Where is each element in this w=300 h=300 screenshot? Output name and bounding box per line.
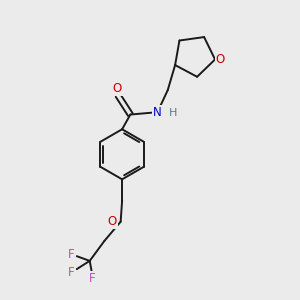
Text: O: O	[216, 53, 225, 66]
Text: O: O	[113, 82, 122, 95]
Text: F: F	[68, 266, 75, 279]
Text: O: O	[108, 215, 117, 228]
Text: N: N	[153, 106, 162, 119]
Text: F: F	[68, 248, 75, 261]
Text: H: H	[169, 108, 177, 118]
Text: F: F	[89, 272, 96, 285]
